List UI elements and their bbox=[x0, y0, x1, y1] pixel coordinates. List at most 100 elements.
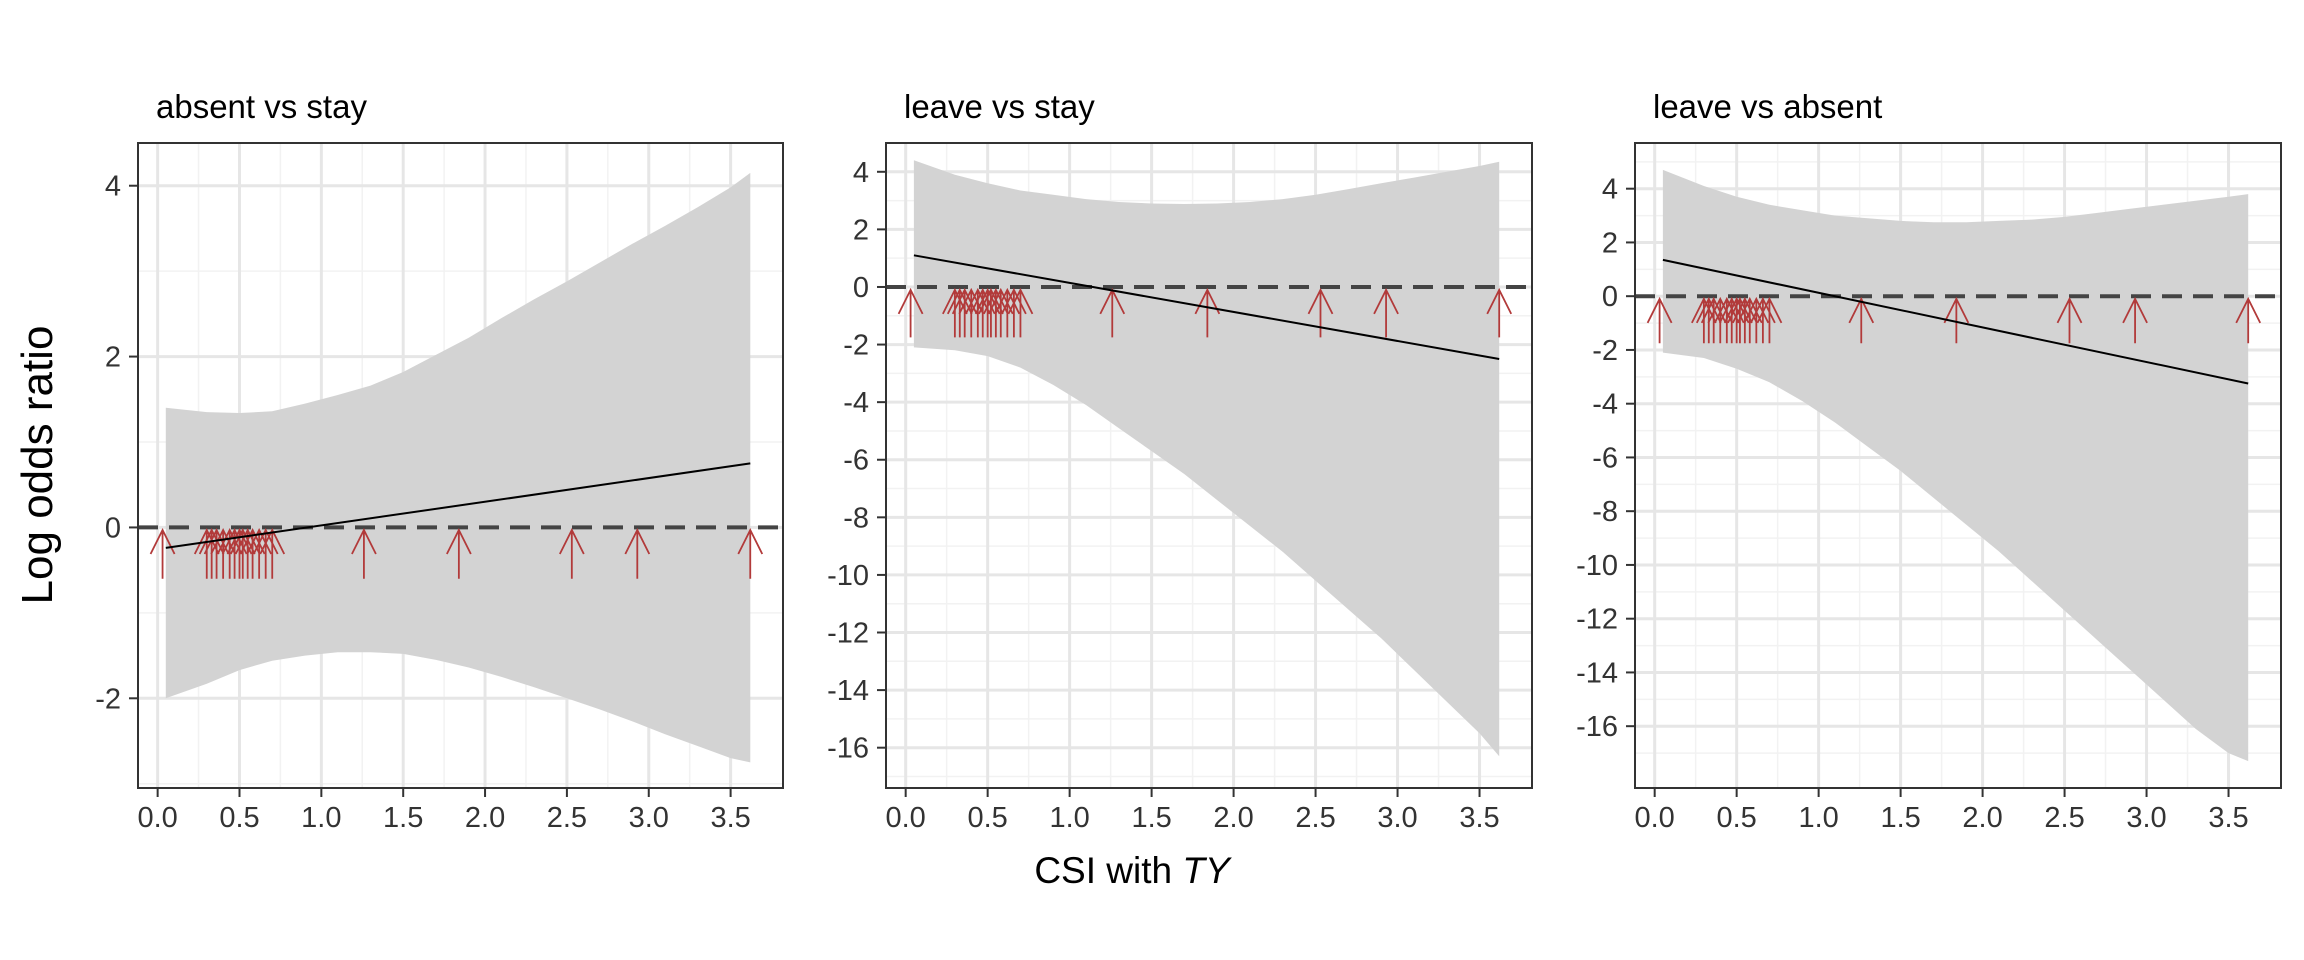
y-tick-label: 4 bbox=[1602, 174, 1618, 206]
y-tick-label: 2 bbox=[1602, 227, 1618, 259]
fitted-line bbox=[913, 254, 1500, 360]
x-tick-label: 1.5 bbox=[1131, 802, 1171, 834]
confidence-band bbox=[913, 160, 1500, 757]
y-tick-label: -10 bbox=[1576, 550, 1618, 582]
rug-arrow bbox=[897, 287, 924, 338]
rug-arrow bbox=[1001, 287, 1027, 338]
x-tick-label: 0.0 bbox=[137, 802, 177, 834]
x-tick-label: 3.0 bbox=[2126, 802, 2166, 834]
x-tick-label: 0.0 bbox=[886, 802, 926, 834]
x-tick-label: 3.5 bbox=[1459, 802, 1499, 834]
panel-leave-vs-stay: leave vs stay 0.0 0.5 1.0 1.5 2.0 2.5 3.0 3.5 -1… bbox=[827, 88, 1533, 834]
panel-leave-vs-absent: leave vs absent 0.0 0.5 1.0 1.5 2.0 2.5 3.0 3.5… bbox=[1576, 88, 2282, 834]
x-axis-title: CSI with TY bbox=[1034, 850, 1232, 891]
rug-arrow bbox=[1743, 296, 1770, 344]
x-tick-label: 0.5 bbox=[1716, 802, 1756, 834]
y-tick-label: -10 bbox=[827, 560, 869, 592]
y-tick-label: -4 bbox=[1592, 389, 1618, 421]
y-tick-label: -4 bbox=[843, 387, 869, 419]
confidence-band bbox=[165, 172, 751, 763]
rug-arrow bbox=[246, 527, 272, 579]
rug-arrow bbox=[259, 527, 286, 579]
rug-arrow bbox=[2122, 296, 2148, 344]
y-axis-title: Log odds ratio bbox=[13, 326, 62, 605]
y-tick-label: -2 bbox=[1592, 335, 1618, 367]
x-tick-label: 0.0 bbox=[1635, 802, 1675, 834]
rug-arrow bbox=[1714, 296, 1740, 344]
x-tick-label: 1.0 bbox=[1798, 802, 1838, 834]
x-tick-label: 2.5 bbox=[1295, 802, 1335, 834]
rug-arrow bbox=[1756, 296, 1783, 344]
y-tick-label: 4 bbox=[105, 171, 121, 203]
y-tick-label: -8 bbox=[843, 502, 869, 534]
x-tick-label: 0.5 bbox=[219, 802, 259, 834]
rug-arrow bbox=[446, 527, 472, 579]
y-tick-label: 0 bbox=[105, 512, 121, 544]
y-tick-label: 0 bbox=[853, 272, 869, 304]
rug-arrow bbox=[624, 527, 651, 579]
y-tick-label: -16 bbox=[827, 733, 869, 765]
y-tick-label: -2 bbox=[843, 330, 869, 362]
y-tick-label: -12 bbox=[827, 618, 869, 650]
rug-arrow bbox=[351, 527, 377, 579]
rug-arrow bbox=[1307, 287, 1334, 338]
x-tick-label: 1.0 bbox=[1049, 802, 1089, 834]
y-tick-label: -6 bbox=[1592, 442, 1618, 474]
rug-arrow bbox=[1700, 296, 1727, 344]
panel-title: leave vs absent bbox=[1653, 88, 1882, 125]
panel-title: leave vs stay bbox=[904, 88, 1095, 125]
confidence-band bbox=[1662, 169, 2249, 762]
x-tick-label: 1.5 bbox=[1880, 802, 1920, 834]
rug-arrow bbox=[252, 527, 279, 579]
rug-arrow bbox=[203, 527, 230, 579]
axes: 0.0 0.5 1.0 1.5 2.0 2.5 3.0 3.5 -2 0 2 4 bbox=[95, 171, 751, 834]
fitted-line bbox=[165, 462, 751, 549]
plot-content bbox=[138, 172, 783, 763]
plot-content bbox=[886, 160, 1532, 757]
rug-arrow bbox=[239, 527, 266, 579]
rug-arrow bbox=[1646, 296, 1673, 344]
y-tick-label: -6 bbox=[843, 445, 869, 477]
x-tick-label: 3.0 bbox=[1377, 802, 1417, 834]
plot-area bbox=[137, 142, 784, 789]
axes: 0.0 0.5 1.0 1.5 2.0 2.5 3.0 3.5 -16 -14 -12 -10 -8 -6… bbox=[1576, 174, 2249, 834]
rug-arrow bbox=[2235, 296, 2262, 344]
y-tick-label: -2 bbox=[95, 683, 121, 715]
rug-arrow bbox=[1007, 287, 1034, 338]
rug-arrow bbox=[987, 287, 1014, 338]
rug-arrow bbox=[1750, 296, 1776, 344]
rug-arrow bbox=[1486, 287, 1513, 338]
x-tick-label: 2.0 bbox=[465, 802, 505, 834]
panel-border bbox=[885, 142, 1533, 789]
panel-title: absent vs stay bbox=[156, 88, 367, 125]
y-tick-label: -12 bbox=[1576, 604, 1618, 636]
y-tick-label: -14 bbox=[827, 675, 869, 707]
y-tick-label: -16 bbox=[1576, 711, 1618, 743]
panel-border bbox=[1634, 142, 2282, 789]
plot-area bbox=[885, 142, 1533, 789]
rug-arrow bbox=[1373, 287, 1399, 338]
x-tick-label: 3.0 bbox=[629, 802, 669, 834]
x-axis-title-main: CSI with bbox=[1034, 850, 1182, 891]
y-tick-label: 2 bbox=[853, 214, 869, 246]
y-tick-label: -14 bbox=[1576, 657, 1618, 689]
x-axis-title-italic: TY bbox=[1182, 850, 1232, 891]
x-tick-label: 3.5 bbox=[710, 802, 750, 834]
rug-arrow bbox=[951, 287, 978, 338]
plot-area bbox=[1634, 142, 2282, 789]
x-tick-label: 2.5 bbox=[547, 802, 587, 834]
y-tick-label: 2 bbox=[105, 342, 121, 374]
y-tick-label: 4 bbox=[853, 157, 869, 189]
rug-arrow bbox=[737, 527, 764, 579]
fitted-line bbox=[1662, 258, 2249, 385]
x-tick-label: 2.5 bbox=[2044, 802, 2084, 834]
x-tick-label: 2.0 bbox=[1213, 802, 1253, 834]
x-tick-label: 1.5 bbox=[383, 802, 423, 834]
x-tick-label: 3.5 bbox=[2208, 802, 2248, 834]
rug-arrow bbox=[1848, 296, 1875, 344]
rug-arrow bbox=[149, 527, 176, 579]
rug-arrow bbox=[559, 527, 585, 579]
rug-arrow bbox=[1736, 296, 1763, 344]
rug-arrow bbox=[994, 287, 1021, 338]
